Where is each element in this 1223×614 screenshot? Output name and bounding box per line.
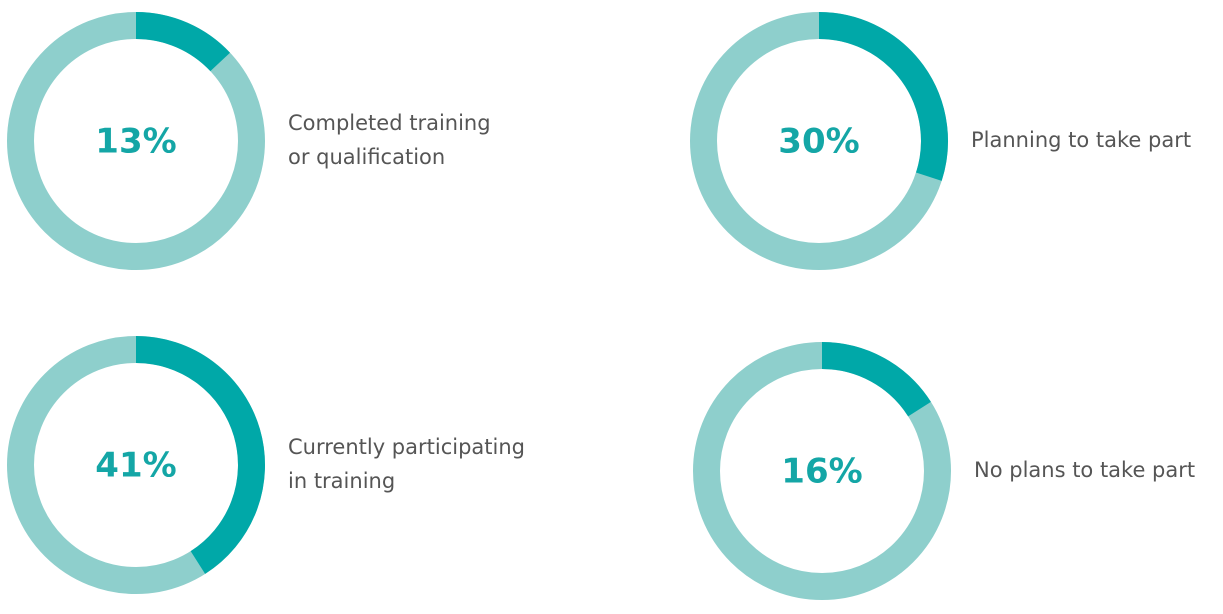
donut-segment: [821, 342, 931, 417]
donut-segment: [818, 12, 948, 181]
value-label: 16%: [781, 452, 862, 492]
segment-label: Currently participating: [288, 435, 525, 459]
segment-label: or qualification: [288, 145, 445, 169]
donut-segment: [135, 336, 265, 574]
value-label: 41%: [95, 446, 176, 486]
segment-label: in training: [288, 469, 395, 493]
segment-label: Completed training: [288, 111, 491, 135]
donut-segment: [135, 12, 231, 72]
value-label: 13%: [95, 122, 176, 162]
segment-label: Planning to take part: [971, 128, 1191, 152]
segment-label: No plans to take part: [974, 458, 1195, 482]
value-label: 30%: [778, 122, 859, 162]
